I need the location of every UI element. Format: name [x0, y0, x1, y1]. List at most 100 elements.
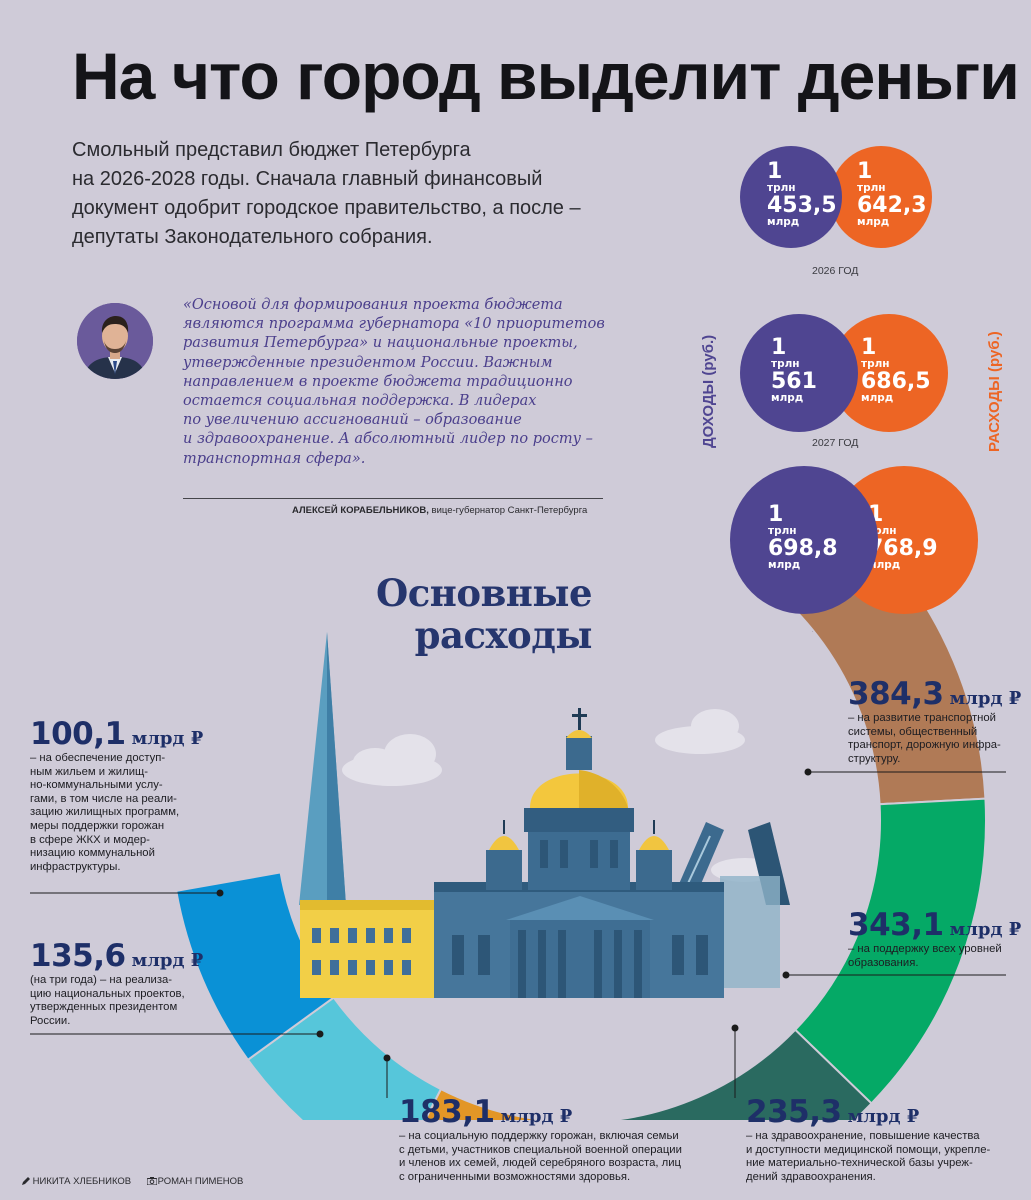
desc-line: но-коммунальными услу- [30, 779, 163, 792]
expense-amount: 343,1 [848, 907, 944, 943]
expense-desc: – на поддержку всех уровней образования. [848, 943, 1021, 970]
expense-education: 343,1 млрд ₽ – на поддержку всех уровней … [848, 907, 1021, 970]
income-billions-unit: млрд [771, 392, 804, 404]
intro-line: депутаты Законодательного собрания. [72, 226, 433, 248]
desc-line: – на обеспечение доступ- [30, 752, 166, 764]
desc-line: России. [30, 1014, 71, 1027]
city-illustration [299, 632, 790, 998]
quote-line: остается социальная поддержка. В лидерах [183, 393, 537, 410]
quote-line: транспортная сфера». [183, 450, 366, 467]
person-photo-icon [77, 303, 153, 379]
desc-line: ние материально-технической базы учреж- [746, 1157, 973, 1170]
income-axis-label: ДОХОДЫ (руб.) [700, 334, 717, 448]
quote-author-role: вице-губернатор Санкт-Петербурга [428, 505, 588, 516]
income-trillions: 1 [767, 159, 783, 184]
credit-photo: РОМАН ПИМЕНОВ [157, 1176, 244, 1187]
expenses-title-line: расходы [414, 613, 593, 657]
author-portrait [77, 303, 153, 379]
expense-social: 183,1 млрд ₽ – на социальную поддержку го… [399, 1094, 682, 1184]
expense-trillions-unit: трлн [857, 182, 886, 194]
expenses-ring [30, 560, 1006, 1120]
expense-value: 384,3 млрд ₽ [848, 676, 1021, 712]
year-label: 2026 ГОД [812, 265, 859, 277]
quote-line: являются программа губернатора «10 приор… [183, 316, 605, 333]
intro-line: на 2026-2028 годы. Сначала главный финан… [72, 168, 543, 190]
expense-value: 135,6 млрд ₽ [30, 938, 203, 974]
desc-line: дений здравоохранения. [746, 1170, 876, 1183]
desc-line: низацию коммунальной [30, 847, 155, 860]
desc-line: гами, в том числе на реали- [30, 792, 177, 805]
expense-circle: 1 трлн 642,3 млрд [830, 146, 932, 248]
desc-line: утвержденных президентом [30, 1001, 178, 1014]
intro-line: Смольный представил бюджет Петербурга [72, 139, 471, 161]
quote-author: АЛЕКСЕЙ КОРАБЕЛЬНИКОВ, вице-губернатор С… [292, 505, 587, 516]
expense-amount: 384,3 [848, 676, 944, 712]
expense-billions: 686,5 [861, 369, 931, 394]
desc-line: образования. [848, 956, 919, 969]
expense-amount: 100,1 [30, 716, 126, 752]
desc-line: системы, общественный [848, 725, 978, 738]
expenses-title-line: Основные [376, 571, 592, 615]
expense-amount: 235,3 [746, 1094, 842, 1130]
income-billions: 453,5 [767, 193, 837, 218]
desc-line: и членов их семей, людей серебряного воз… [399, 1157, 682, 1170]
page-title: На что город выделит деньги [72, 39, 1020, 113]
expense-billions-unit: млрд [861, 392, 894, 404]
credit-author: НИКИТА ХЛЕБНИКОВ [32, 1176, 132, 1187]
expense-value: 343,1 млрд ₽ [848, 907, 1021, 943]
desc-line: с ограниченными возможностями здоровья. [399, 1170, 631, 1183]
expense-unit: млрд ₽ [949, 919, 1022, 940]
expense-desc: – на развитие транспортной системы, обще… [848, 712, 1021, 766]
expense-value: 183,1 млрд ₽ [399, 1094, 682, 1130]
expense-unit: млрд ₽ [131, 950, 204, 971]
income-trillions-unit: трлн [771, 358, 800, 370]
expense-desc: – на социальную поддержку горожан, включ… [399, 1130, 682, 1184]
desc-line: транспорт, дорожную инфра- [848, 739, 1001, 752]
intro-text: Смольный представил бюджет Петербурга на… [72, 136, 652, 252]
year-label: 2027 ГОД [812, 437, 859, 449]
desc-line: меры поддержки горожан [30, 819, 165, 832]
desc-line: – на социальную поддержку горожан, включ… [399, 1130, 679, 1142]
quote-line: развития Петербурга» и национальные прое… [183, 335, 578, 352]
expenses-title: Основные расходы [372, 572, 592, 656]
desc-line: инфраструктуры. [30, 860, 121, 873]
desc-line: с детьми, участников специальной военной… [399, 1143, 682, 1156]
expense-amount: 135,6 [30, 938, 126, 974]
income-trillions: 1 [768, 502, 784, 527]
expense-housing: 100,1 млрд ₽ – на обеспечение доступ- ным… [30, 716, 203, 874]
desc-line: – на поддержку всех уровней [848, 943, 1002, 955]
callout-leaders [30, 768, 1006, 1098]
desc-line: в сфере ЖКХ и модер- [30, 833, 150, 846]
expense-billions-unit: млрд [857, 216, 890, 228]
expense-unit: млрд ₽ [500, 1106, 573, 1127]
expense-desc: – на здравоохранение, повышение качества… [746, 1130, 990, 1184]
quote-author-name: АЛЕКСЕЙ КОРАБЕЛЬНИКОВ, [292, 505, 429, 516]
expense-billions-unit: млрд [868, 559, 901, 571]
quote-line: «Основой для формирования проекта бюджет… [183, 297, 563, 313]
desc-line: зацию жилищных программ, [30, 806, 180, 819]
camera-icon [146, 1177, 158, 1186]
expense-trillions-unit: трлн [861, 358, 890, 370]
cathedral-icon [434, 708, 724, 998]
ring-segment-social [424, 1087, 555, 1120]
income-trillions-unit: трлн [767, 182, 796, 194]
yellow-building-icon [300, 900, 440, 998]
expense-desc: – на обеспечение доступ- ным жильем и жи… [30, 752, 203, 874]
quote-line: по увеличению ассигнований – образование [183, 412, 522, 429]
income-trillions: 1 [771, 335, 787, 360]
income-circle: 1 трлн 561 млрд [740, 314, 858, 432]
income-billions: 698,8 [768, 536, 838, 561]
expense-billions: 768,9 [868, 536, 938, 561]
intro-line: документ одобрит городское правительство… [72, 197, 581, 219]
expense-transport: 384,3 млрд ₽ – на развитие транспортной с… [848, 676, 1021, 766]
quote-line: направлением в проекте бюджета традицион… [183, 373, 573, 390]
governor-quote: «Основой для формирования проекта бюджет… [183, 296, 605, 469]
expense-billions: 642,3 [857, 193, 927, 218]
quote-line: и здравоохранение. А абсолютный лидер по… [183, 431, 593, 448]
expense-amount: 183,1 [399, 1094, 495, 1130]
expense-trillions: 1 [861, 335, 877, 360]
income-billions-unit: млрд [768, 559, 801, 571]
quote-line: утвержденные президентом России. Важным [183, 354, 553, 371]
desc-line: – на здравоохранение, повышение качества [746, 1130, 980, 1142]
income-circle: 1 трлн 453,5 млрд [740, 146, 842, 248]
